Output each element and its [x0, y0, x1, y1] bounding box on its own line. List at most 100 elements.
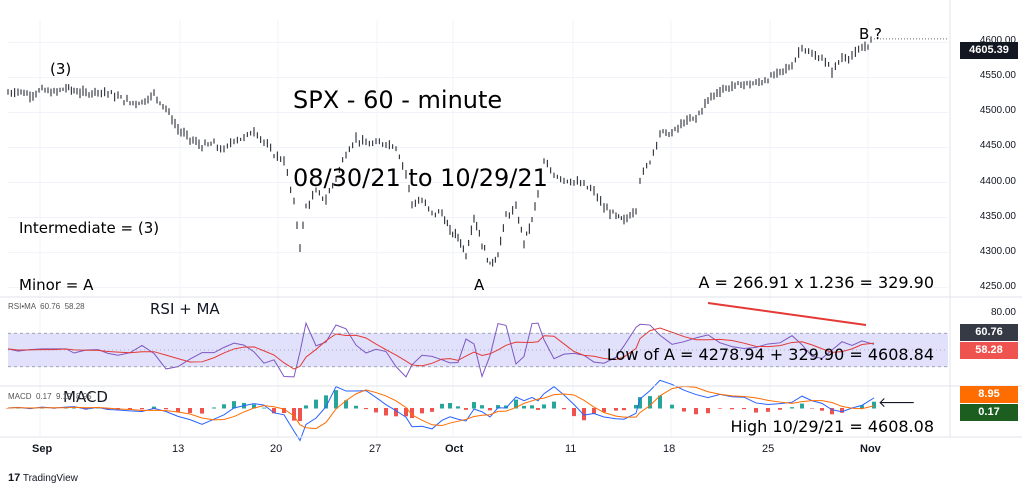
projection-calc: A = 266.91 x 1.236 = 329.90 Low of A = 4… [607, 223, 934, 463]
macd-hist-bar [800, 403, 804, 409]
macd-hist-bar [480, 405, 484, 409]
macd-hist-bar [374, 408, 378, 413]
rsi-panel-label: RSI + MA [150, 300, 220, 318]
macd-hist-bar [314, 399, 318, 409]
macd-hist-bar [742, 408, 746, 410]
time-tick-label: Oct [445, 443, 464, 455]
degree-line-2: Minor = A [19, 276, 94, 294]
price-series [7, 36, 948, 267]
calc-line-3: High 10/29/21 = 4608.08 [730, 417, 934, 436]
macd-hist-bar [840, 408, 844, 413]
macd-hist-bar [354, 405, 358, 409]
macd-hist-bar [176, 408, 180, 413]
rsi-ma-badge: 58.28 [960, 342, 1018, 359]
rsi-line [7, 321, 875, 379]
macd-signal-badge: 8.95 [960, 386, 1018, 403]
macd-lines [7, 379, 875, 442]
time-tick-label: 18 [663, 443, 676, 455]
arrow-left-icon: 🡐 [878, 395, 916, 411]
macd-histogram [6, 390, 876, 422]
macd-hist-bar [552, 401, 556, 409]
degree-line-1: Intermediate = (3) [19, 219, 160, 237]
macd-hist-bar [766, 408, 770, 412]
price-tick-label: 4450.00 [979, 140, 1016, 152]
macd-hist-bar [670, 404, 674, 409]
macd-hist-bar [282, 408, 286, 414]
price-tick-label: 4400.00 [979, 175, 1016, 187]
price-gridlines [8, 20, 948, 437]
macd-hist-bar [622, 408, 626, 411]
macd-hist-bar [334, 390, 338, 409]
macd-hist-bar [638, 397, 642, 409]
macd-hist-bar [592, 408, 596, 414]
macd-hist-bar [562, 408, 566, 410]
macd-hist-bar [128, 408, 132, 410]
macd-hist-bar [830, 408, 834, 415]
macd-hist-bar [262, 407, 266, 409]
time-tick-label: 20 [270, 443, 283, 455]
time-tick-label: 25 [762, 443, 775, 455]
time-tick-label: 27 [369, 443, 382, 455]
macd-hist-bar [106, 408, 110, 410]
macd-hist-bar [448, 402, 452, 409]
panel-dividers [0, 0, 1022, 438]
macd-hist-bar [504, 405, 508, 409]
macd-hist-bar [706, 408, 710, 414]
tv-icon: 17 [8, 472, 21, 484]
calc-line-1: A = 266.91 x 1.236 = 329.90 [698, 273, 934, 292]
macd-hist-bar [658, 395, 662, 409]
calc-line-2: Low of A = 4278.94 + 329.90 = 4608.84 [606, 345, 934, 364]
time-tick-label: Sep [32, 443, 53, 455]
rsi-legend: RSI•MA 60.76 58.28 [8, 302, 85, 311]
rsi-ma-line [7, 327, 875, 370]
price-tick-label: 4600.00 [979, 35, 1016, 47]
macd-hist-bar [212, 407, 216, 409]
tradingview-text: TradingView [22, 473, 78, 484]
macd-hist-bar [634, 404, 638, 409]
price-tick-label: 4500.00 [979, 105, 1016, 117]
macd-hist-bar [164, 408, 168, 410]
macd-hist-bar [572, 408, 576, 417]
macd-hist-bar [96, 407, 100, 409]
wave-label-a: A [474, 276, 485, 294]
macd-hist-bar [6, 408, 10, 409]
macd-hist-bar [464, 408, 468, 410]
macd-hist-bar [188, 408, 192, 414]
time-tick-label: 11 [565, 443, 577, 455]
macd-hist-bar [304, 405, 308, 409]
macd-hist-bar [384, 408, 388, 416]
macd-hist-bar [860, 405, 864, 409]
macd-hist-bar [582, 408, 586, 421]
macd-hist-bar [410, 408, 414, 419]
time-tick-label: Nov [860, 443, 881, 455]
macd-hist-bar [778, 408, 782, 410]
macd-hist-bar [404, 408, 408, 417]
signal-line [7, 385, 875, 430]
tradingview-logo: 17 TradingView [8, 472, 78, 484]
rsi-series [7, 321, 875, 379]
macd-hist-bar [820, 408, 824, 411]
macd-hist-bar [730, 408, 734, 410]
macd-hist-bar [472, 402, 476, 409]
rsi-upper-level: 80.00 [990, 307, 1016, 318]
price-tick-label: 4300.00 [979, 245, 1016, 257]
price-tick-label: 4350.00 [979, 210, 1016, 222]
title-line-2: 08/30/21 to 10/29/21 [293, 164, 548, 192]
macd-hist-bar [614, 408, 618, 411]
macd-hist-bar [394, 408, 398, 417]
macd-hist-bar [694, 408, 698, 415]
wave-label-b: B ? [859, 25, 883, 43]
price-tick-label: 4250.00 [979, 280, 1016, 292]
macd-hist-bar [72, 407, 76, 409]
macd-hist-bar [522, 405, 526, 409]
chart-title: SPX - 60 - minute 08/30/21 to 10/29/21 [293, 35, 548, 217]
macd-hist-bar [790, 407, 794, 409]
macd-hist-bar [440, 403, 444, 409]
price-tick-label: 4550.00 [979, 70, 1016, 82]
rsi-value-badge: 60.76 [960, 324, 1018, 341]
last-price-badge: 4605.39 [960, 42, 1018, 59]
macd-hist-bar [344, 400, 348, 409]
macd-hist-bar [754, 408, 758, 413]
macd-legend: MACD 0.17 9.12 8.95 [8, 392, 92, 401]
macd-hist-bar [536, 408, 540, 410]
